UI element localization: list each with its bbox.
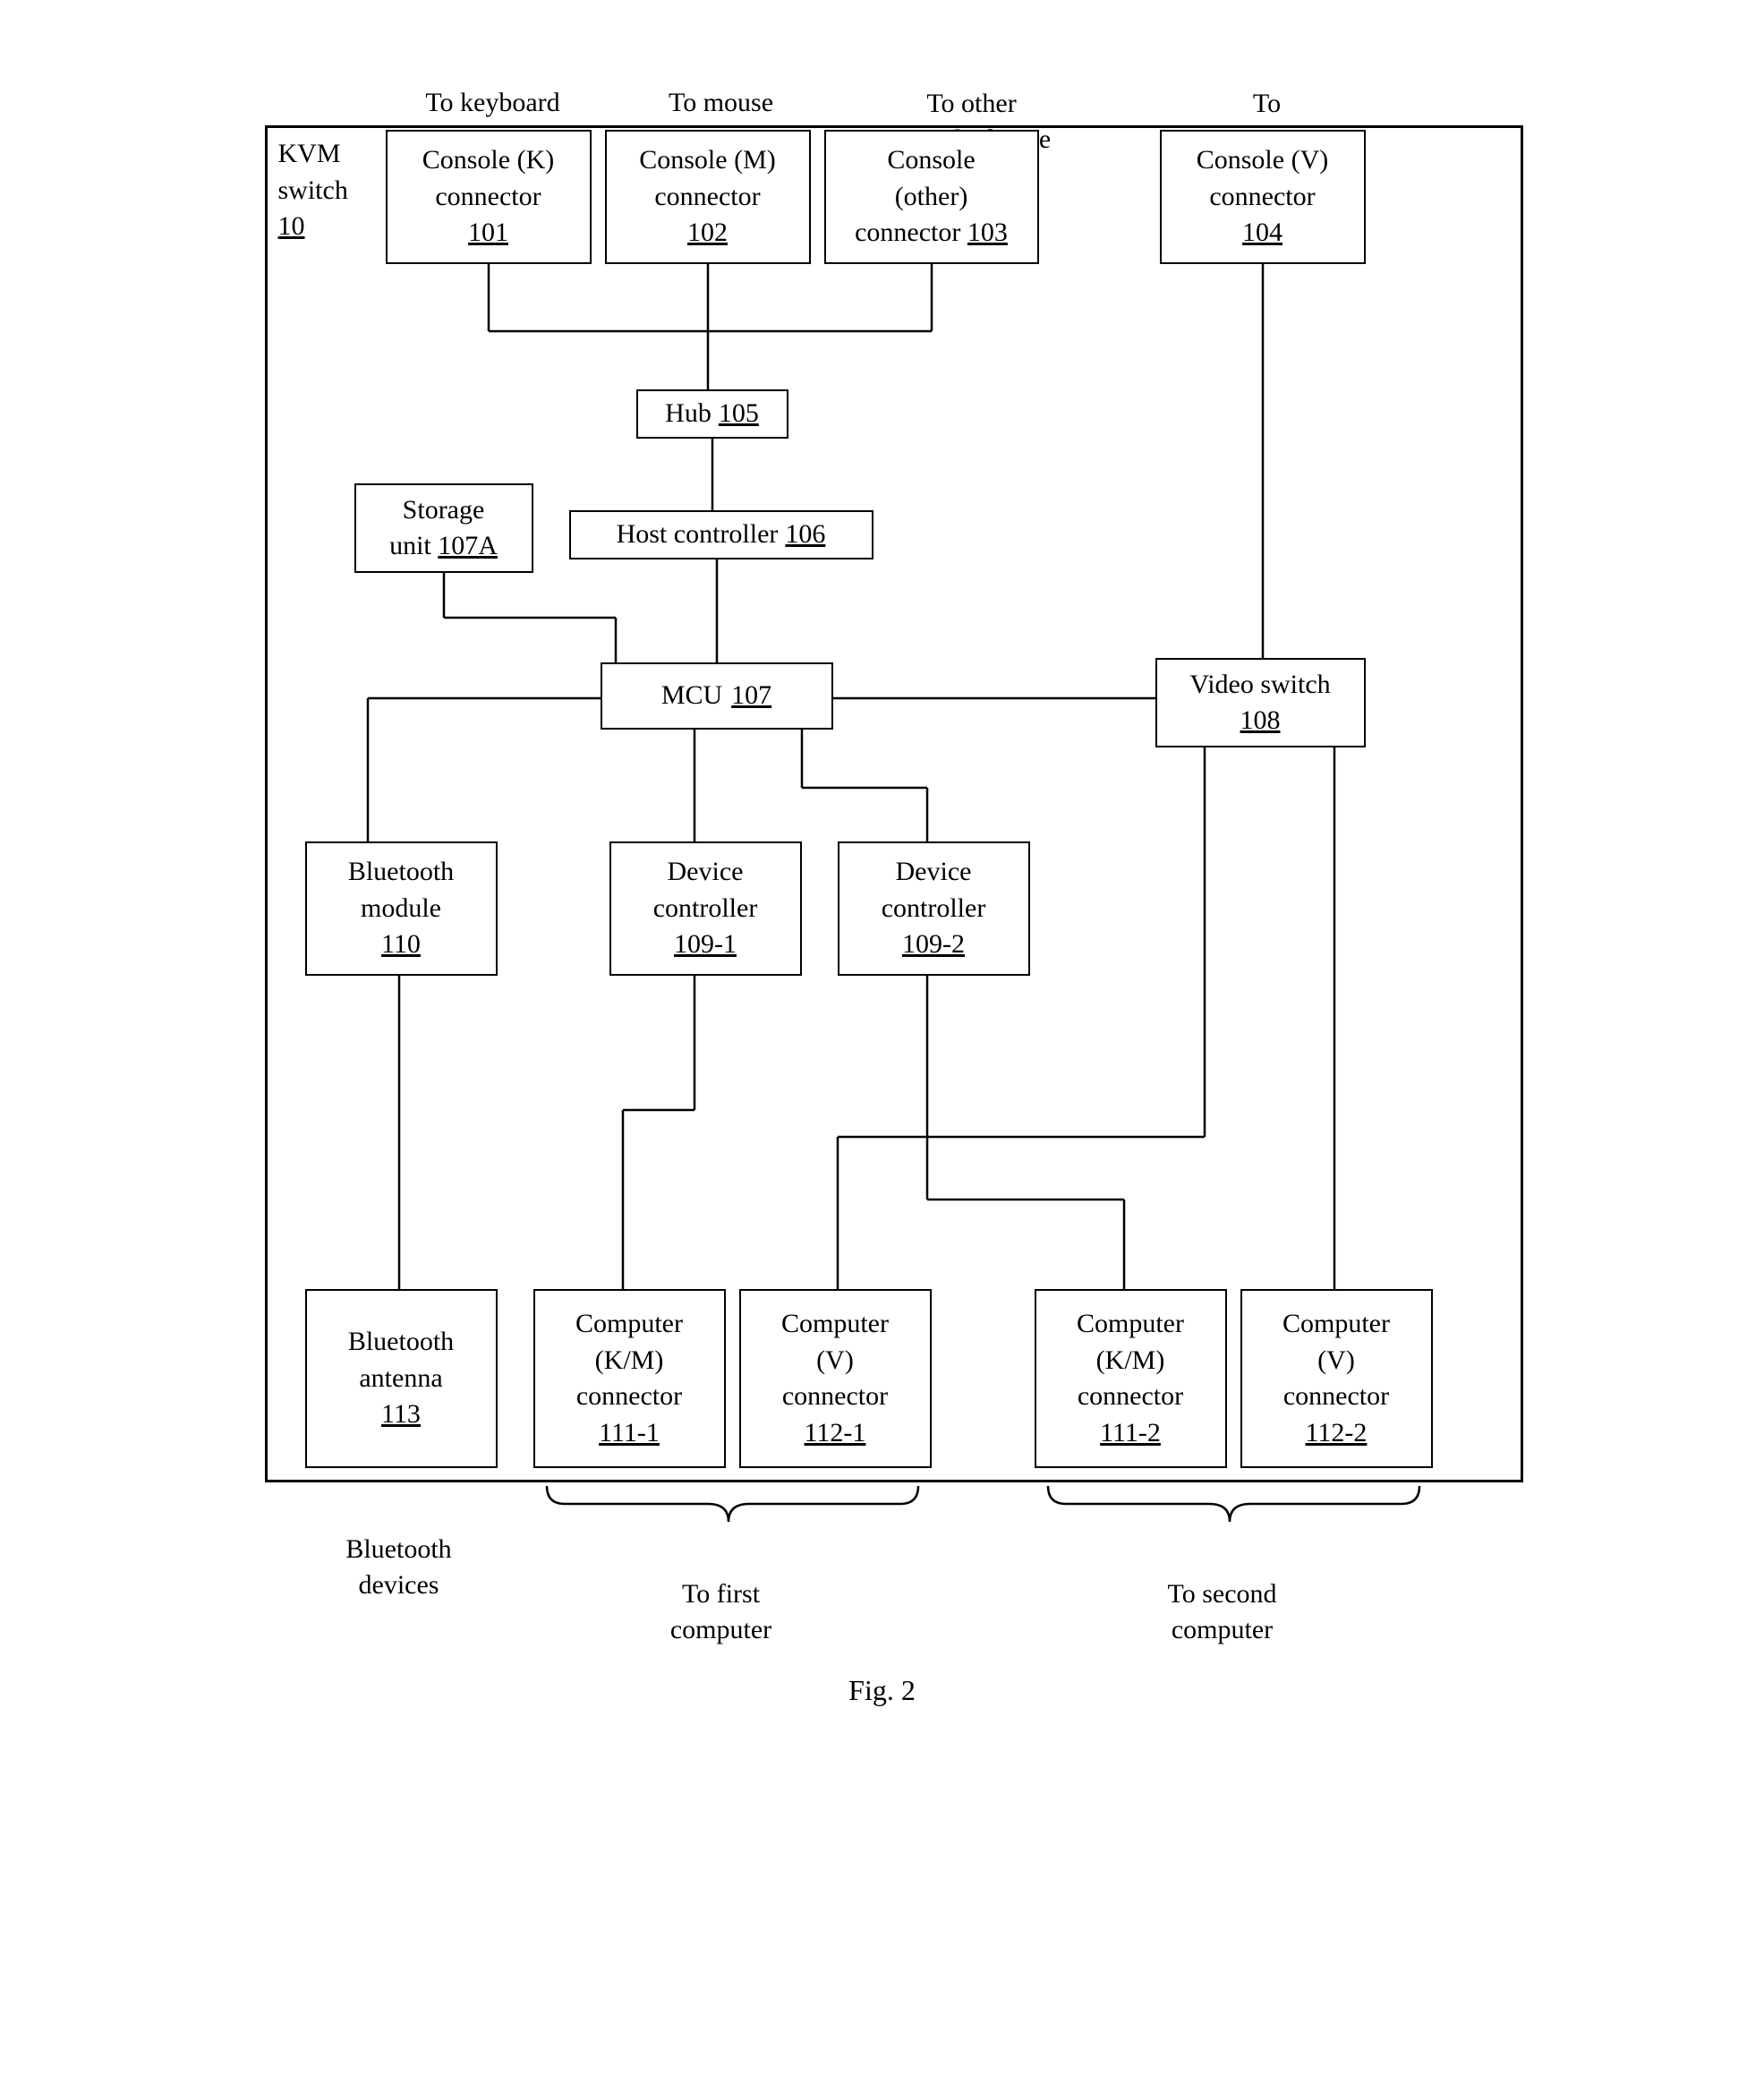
box-hub: Hub 105 [636,389,788,439]
dc1-l2: controller [653,891,758,927]
v1-l2: (V) [816,1343,854,1379]
mcu-ref: 107 [731,678,771,714]
dc2-ref: 109-2 [902,926,965,963]
cv-l1: Console (V) [1197,142,1328,179]
km1-l3: connector [576,1379,682,1415]
vs-ref: 108 [1240,703,1281,739]
vs-l1: Video switch [1189,667,1330,704]
km2-ref: 111-2 [1100,1415,1161,1452]
box-video-switch: Video switch 108 [1155,658,1366,747]
dc2-l2: controller [882,891,986,927]
dc1-l1: Device [668,854,744,891]
box-dc1: Device controller 109-1 [609,841,802,976]
lbl-bt-text: Bluetooth devices [345,1534,451,1601]
km2-l2: (K/M) [1096,1343,1165,1379]
cv-l2: connector [1209,179,1315,216]
lbl-mouse: To mouse [632,85,811,122]
km2-l3: connector [1078,1379,1183,1415]
box-v1: Computer (V) connector 112-1 [739,1289,932,1468]
lbl-keyboard-text: To keyboard [425,88,559,117]
cv-ref: 104 [1242,215,1283,252]
v2-l2: (V) [1317,1343,1355,1379]
box-bt-antenna: Bluetooth antenna 113 [305,1289,498,1468]
box-console-other: Console (other) connector 103 [824,130,1039,264]
stor-l2: unit 107A [389,528,498,565]
hub-t: Hub [665,396,712,432]
mcu-t: MCU [661,678,722,714]
km1-ref: 111-1 [599,1415,660,1452]
box-km1: Computer (K/M) connector 111-1 [533,1289,726,1468]
co-l2: (other) [895,179,968,216]
box-console-m: Console (M) connector 102 [605,130,811,264]
lbl-second-text: To second computer [1167,1579,1276,1645]
bta-l2: antenna [359,1361,442,1397]
v2-l1: Computer [1283,1306,1390,1343]
dc1-ref: 109-1 [674,926,737,963]
co-l1: Console [887,142,975,179]
btm-l2: module [361,891,441,927]
v1-l3: connector [782,1379,888,1415]
host-ref: 106 [785,517,825,553]
v2-l3: connector [1283,1379,1389,1415]
km1-l2: (K/M) [595,1343,664,1379]
cm-l2: connector [654,179,760,216]
cm-ref: 102 [687,215,728,252]
box-bt-module: Bluetooth module 110 [305,841,498,976]
lbl-second-computer: To second computer [1124,1540,1321,1649]
km1-l1: Computer [575,1306,683,1343]
km2-l1: Computer [1077,1306,1184,1343]
cm-l1: Console (M) [639,142,776,179]
ck-l1: Console (K) [422,142,554,179]
lbl-keyboard: To keyboard [395,85,592,122]
fig-text: Fig. 2 [848,1674,916,1706]
box-dc2: Device controller 109-2 [838,841,1030,976]
kvm-switch-label: KVM switch 10 [278,136,348,245]
v1-ref: 112-1 [805,1415,866,1452]
kvm-l1: KVM [278,139,341,168]
host-t: Host controller [617,517,779,553]
box-host: Host controller 106 [569,510,873,559]
btm-ref: 110 [381,926,421,963]
kvm-outer-box [265,125,1523,1482]
box-console-v: Console (V) connector 104 [1160,130,1366,264]
co-l3: connector 103 [855,215,1008,252]
v2-ref: 112-2 [1306,1415,1368,1452]
lbl-first-text: To first computer [670,1579,771,1645]
lbl-first-computer: To first computer [623,1540,820,1649]
box-mcu: MCU 107 [601,662,833,730]
box-v2: Computer (V) connector 112-2 [1240,1289,1433,1468]
diagram-canvas: KVM switch 10 To keyboard To mouse To ot… [211,36,1554,1737]
kvm-ref: 10 [278,211,305,241]
bta-l1: Bluetooth [348,1324,454,1361]
ck-ref: 101 [468,215,508,252]
box-km2: Computer (K/M) connector 111-2 [1035,1289,1227,1468]
btm-l1: Bluetooth [348,854,454,891]
bta-ref: 113 [381,1396,421,1433]
v1-l1: Computer [781,1306,889,1343]
box-storage: Storage unit 107A [354,483,533,573]
hub-ref: 105 [719,396,759,432]
stor-l1: Storage [403,492,485,529]
figure-caption: Fig. 2 [211,1674,1554,1707]
ck-l2: connector [435,179,541,216]
lbl-mouse-text: To mouse [669,88,773,117]
lbl-bt-devices: Bluetooth devices [310,1495,489,1604]
box-console-k: Console (K) connector 101 [386,130,592,264]
kvm-l2: switch [278,175,348,205]
dc2-l1: Device [896,854,972,891]
